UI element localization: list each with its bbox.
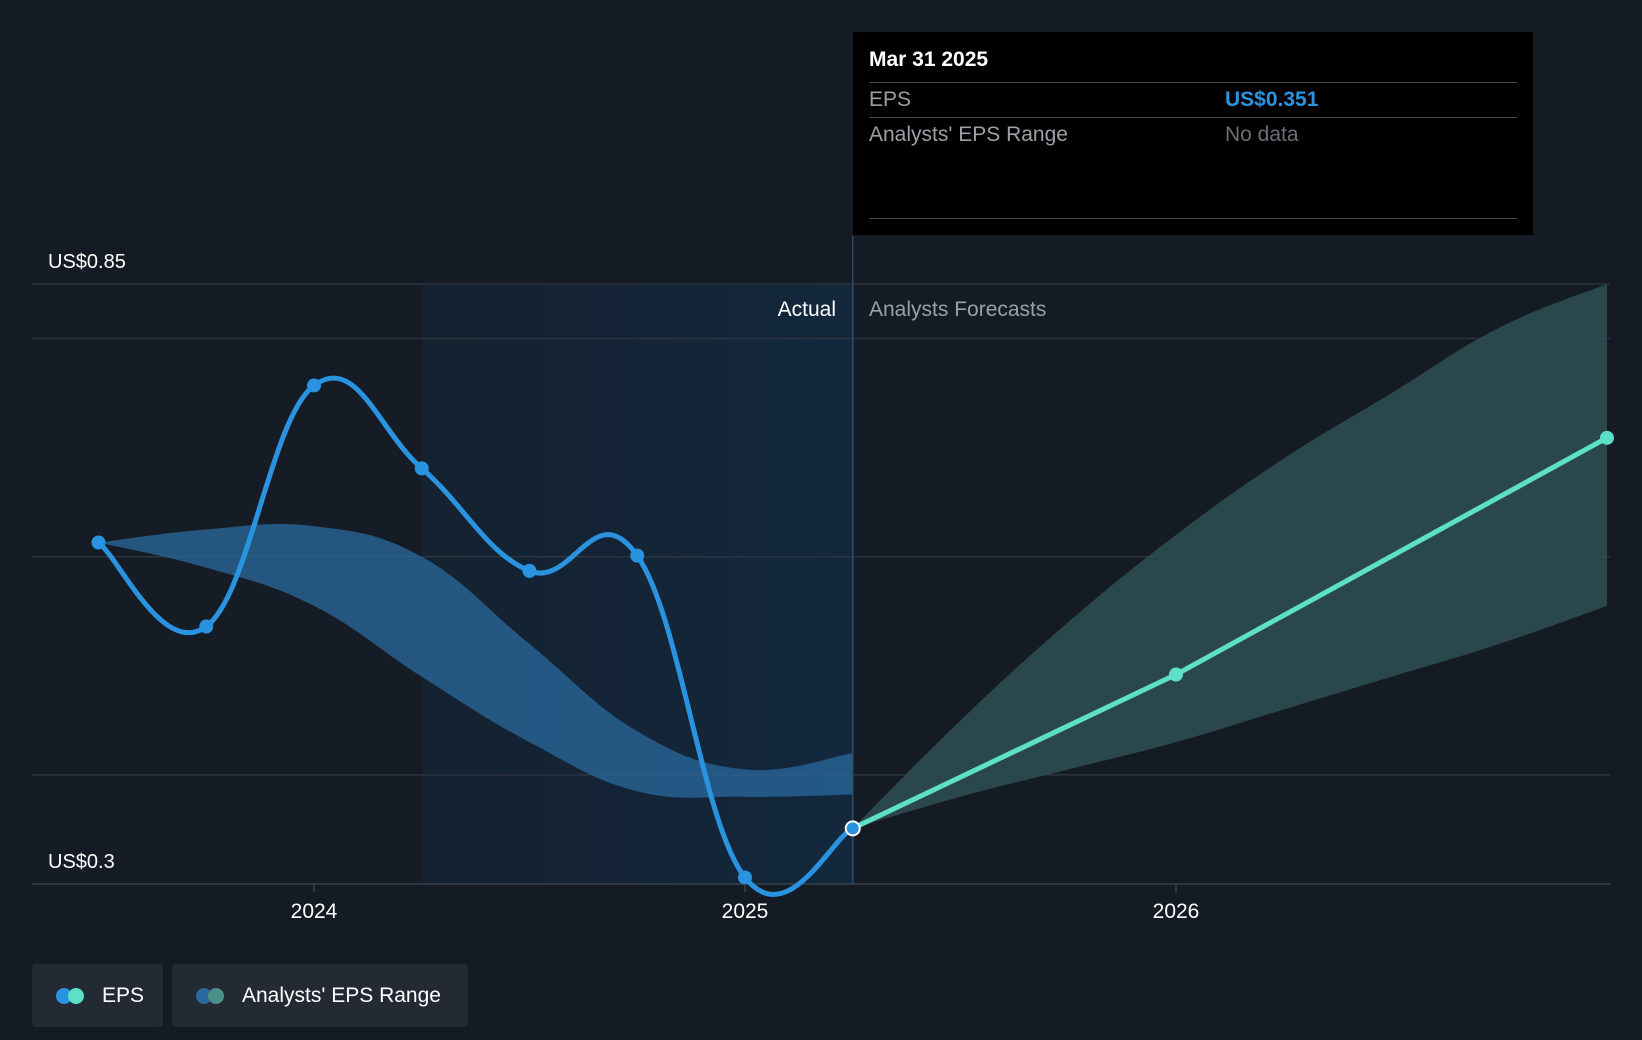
x-tick-label: 2025 (722, 900, 769, 923)
tooltip-date: Mar 31 2025 (869, 48, 989, 71)
eps-point[interactable] (630, 548, 645, 563)
y-axis-top-label: US$0.85 (48, 251, 126, 273)
past-eps-range-band (98, 523, 853, 798)
x-tick-label: 2026 (1153, 900, 1200, 923)
legend-range-label: Analysts' EPS Range (242, 983, 441, 1007)
legend-eps-swatch (56, 987, 86, 1004)
tooltip: Mar 31 2025 EPS US$0.351 Analysts' EPS R… (853, 32, 1533, 235)
eps-point[interactable] (738, 870, 752, 885)
eps-forecast-point[interactable] (1600, 430, 1614, 445)
tooltip-divider (869, 218, 1517, 219)
eps-line (96, 375, 856, 897)
eps-point[interactable] (522, 563, 537, 578)
legend-eps-label: EPS (102, 983, 145, 1007)
tooltip-range-label: Analysts' EPS Range (869, 123, 1068, 146)
eps-point[interactable] (844, 820, 861, 837)
tooltip-eps-label: EPS (869, 88, 912, 111)
legend-eps-range[interactable]: Analysts' EPS Range (172, 964, 468, 1027)
forecast-eps-range-band (852, 284, 1607, 829)
eps-point[interactable] (414, 461, 429, 476)
forecast-region-label: Analysts Forecasts (869, 298, 1046, 321)
eps-point[interactable] (91, 535, 106, 550)
tooltip-row-eps: EPS US$0.351 (869, 82, 1517, 117)
tooltip-eps-value: US$0.351 (1225, 88, 1319, 111)
actual-region-label: Actual (778, 298, 836, 321)
legend-eps[interactable]: EPS (32, 964, 163, 1027)
y-axis-bottom-label: US$0.3 (48, 851, 115, 873)
tooltip-row-range: Analysts' EPS Range No data (869, 117, 1517, 152)
eps-forecast-point[interactable] (1169, 667, 1183, 682)
legend-range-swatch (196, 987, 226, 1004)
eps-point[interactable] (199, 619, 214, 634)
eps-point[interactable] (307, 378, 321, 393)
tooltip-range-value: No data (1225, 123, 1299, 146)
x-tick-label: 2024 (291, 900, 338, 923)
